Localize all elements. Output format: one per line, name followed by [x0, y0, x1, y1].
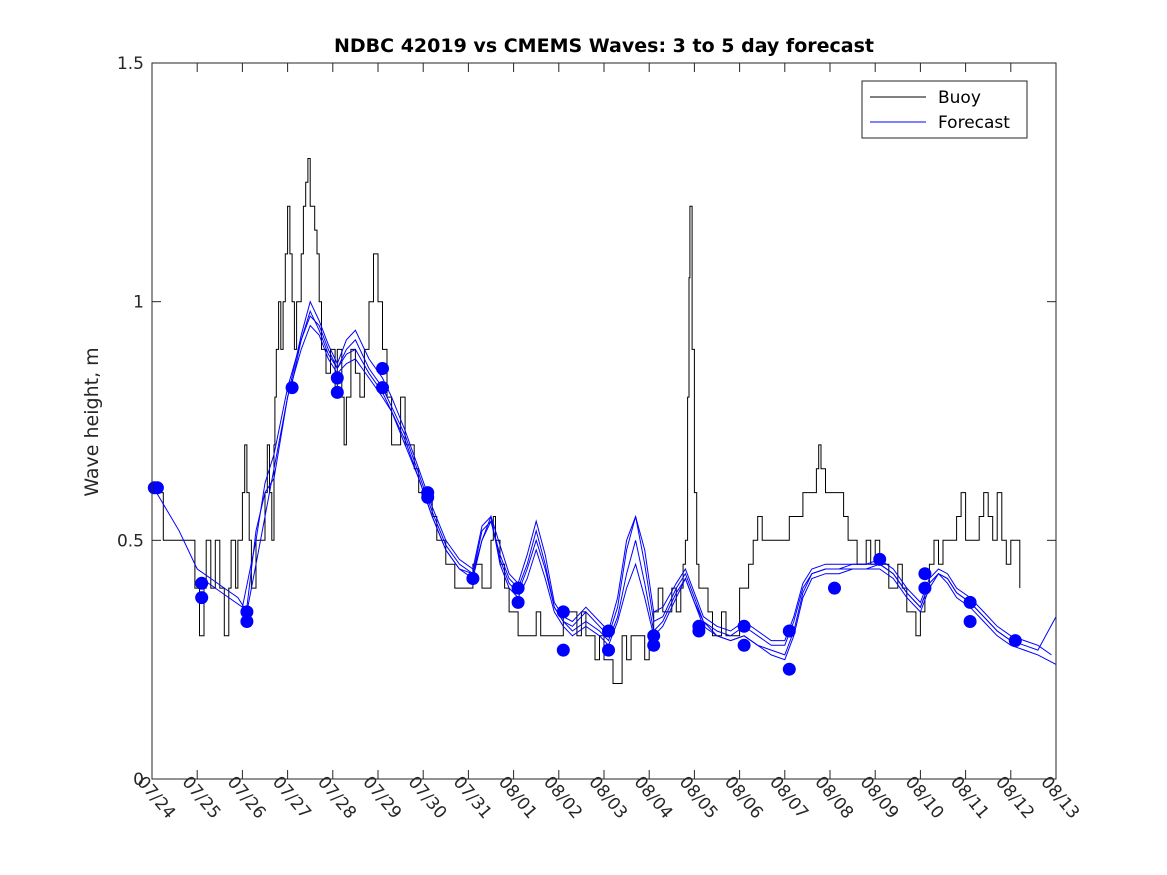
- forecast-marker: [918, 581, 932, 595]
- forecast-marker: [602, 624, 615, 638]
- forecast-marker: [511, 595, 525, 609]
- forecast-marker: [511, 581, 525, 595]
- forecast-marker: [1008, 634, 1022, 648]
- forecast-marker: [737, 619, 751, 633]
- forecast-marker: [647, 638, 661, 652]
- forecast-marker: [556, 605, 570, 619]
- forecast-marker: [737, 638, 751, 652]
- forecast-series-line-4: [291, 309, 1012, 656]
- y-axis-label: Wave height, m: [81, 347, 103, 496]
- legend-buoy-label: Buoy: [938, 88, 981, 108]
- forecast-markers: [147, 362, 1022, 676]
- forecast-marker: [240, 615, 254, 628]
- forecast-marker: [918, 567, 932, 581]
- forecast-marker: [421, 490, 435, 504]
- y-tick-label: 1: [133, 293, 144, 313]
- forecast-series-line-3: [246, 300, 1052, 656]
- forecast-marker: [782, 662, 796, 676]
- chart-title: NDBC 42019 vs CMEMS Waves: 3 to 5 day fo…: [334, 35, 874, 57]
- legend-forecast-label: Forecast: [938, 113, 1010, 133]
- forecast-marker: [556, 643, 570, 657]
- forecast-series-line-1: [156, 324, 1057, 665]
- forecast-marker: [692, 624, 706, 638]
- forecast-marker: [330, 371, 344, 385]
- y-tick-label: 0.5: [117, 531, 144, 551]
- y-tick-label: 0: [133, 770, 144, 790]
- forecast-marker: [285, 381, 299, 395]
- forecast-marker: [195, 576, 209, 590]
- legend: Buoy Forecast: [861, 80, 1028, 139]
- forecast-marker: [828, 581, 841, 595]
- buoy-series-line: [152, 158, 1021, 684]
- forecast-marker: [150, 481, 164, 495]
- forecast-marker: [782, 624, 796, 638]
- forecast-marker: [873, 552, 887, 566]
- legend-box: [861, 80, 1028, 139]
- forecast-marker: [466, 572, 480, 585]
- forecast-marker: [602, 643, 615, 657]
- series-layer: [152, 158, 1057, 684]
- y-tick-label: 1.5: [117, 54, 144, 74]
- forecast-marker: [240, 605, 254, 619]
- forecast-marker: [647, 629, 661, 643]
- forecast-marker: [195, 591, 209, 605]
- forecast-marker: [963, 615, 977, 628]
- forecast-marker: [376, 362, 389, 375]
- forecast-marker: [330, 385, 344, 399]
- forecast-marker: [376, 381, 389, 395]
- forecast-marker: [963, 595, 977, 609]
